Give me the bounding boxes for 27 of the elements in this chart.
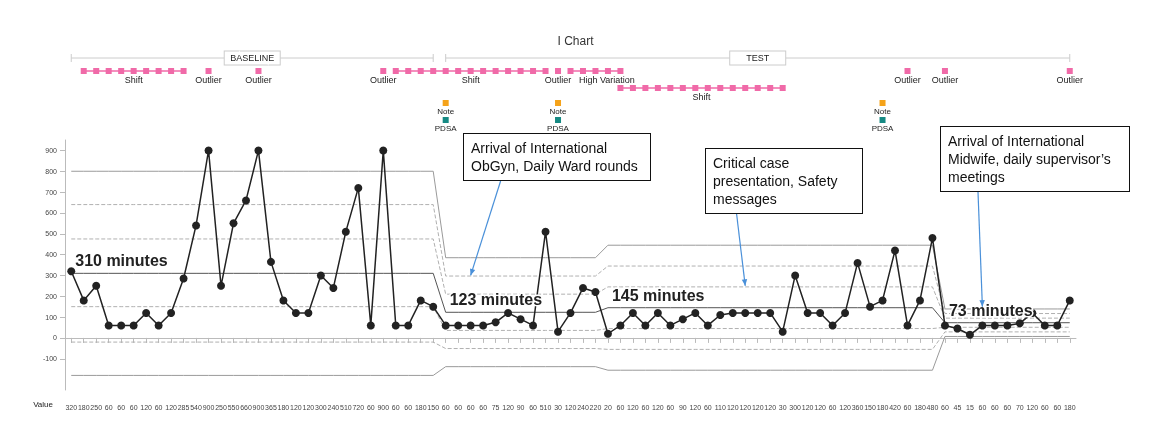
text: Outlier [544,75,572,85]
annotation: Arrival of International Midwife, daily supervisor’s meetings [940,126,1130,192]
text: Outlier [245,75,272,85]
text: Shift [692,92,712,102]
text: Note [437,107,455,116]
annotation: Arrival of International ObGyn, Daily Ward rounds [463,133,651,181]
text: Note [549,107,568,116]
text: High Variation [578,75,635,85]
chart-title: I Chart [557,34,595,48]
annotation: 145 minutes [611,286,705,304]
text: Outlier [894,75,921,85]
text: PDSA [547,124,570,133]
text: BASELINE [230,53,275,63]
annotation: 73 minutes [948,301,1033,319]
text: TEST [746,53,770,63]
text: Outlier [1056,75,1084,85]
text: Outlier [195,75,222,85]
text: Value [33,400,54,409]
text: Outlier [370,75,397,85]
text: Shift [461,75,481,85]
text: PDSA [434,124,458,133]
text: Shift [124,75,144,85]
annotation: Critical case presentation, Safety messages [705,148,863,214]
annotation: 310 minutes [75,252,168,270]
text: Outlier [931,75,959,85]
text: Note [874,107,892,116]
text: PDSA [871,124,895,133]
